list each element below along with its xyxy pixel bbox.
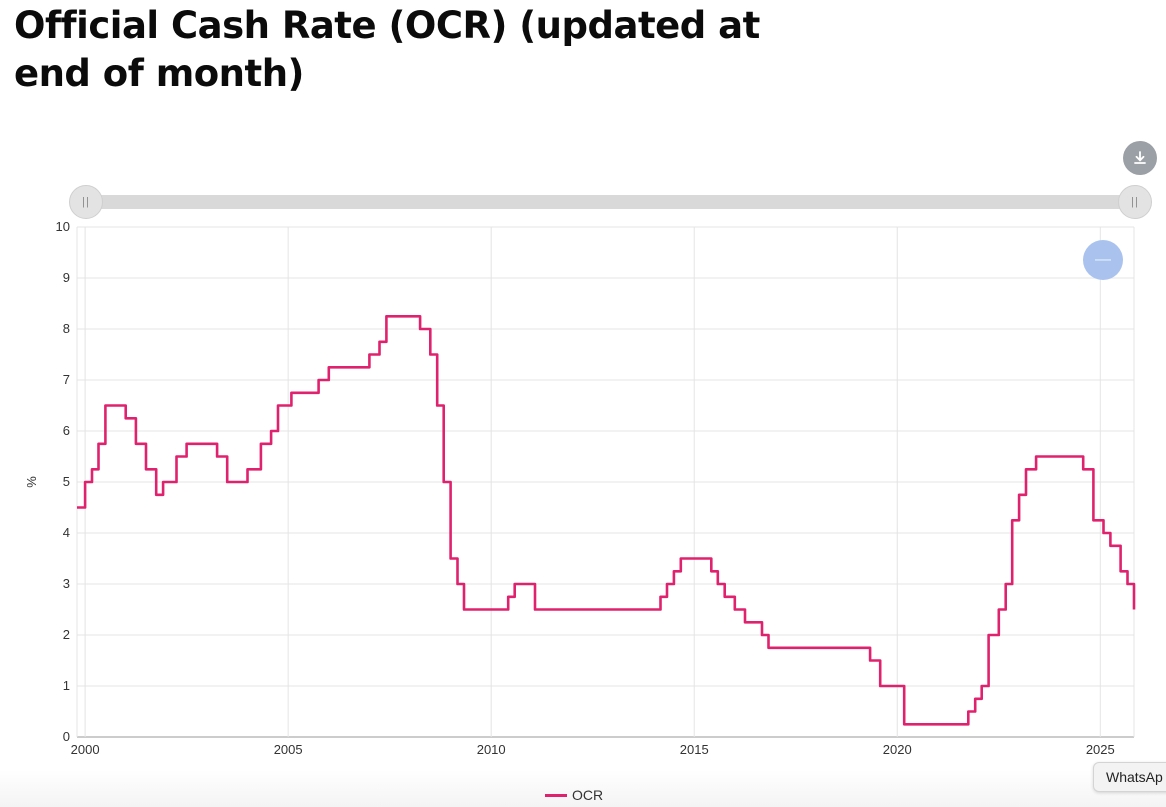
legend-label-ocr: OCR bbox=[572, 787, 604, 803]
series-line-ocr[interactable] bbox=[77, 315, 1136, 726]
x-tick-label: 2020 bbox=[883, 742, 912, 757]
bottom-bar bbox=[0, 770, 1166, 807]
download-button[interactable] bbox=[1123, 141, 1157, 175]
x-tick-label: 2005 bbox=[274, 742, 303, 757]
x-axis-ticks: 2000 2005 2010 2015 2020 2025 bbox=[71, 742, 1115, 757]
grip-icon: || bbox=[1131, 196, 1139, 208]
x-tick-label: 2010 bbox=[477, 742, 506, 757]
download-icon bbox=[1134, 151, 1146, 164]
y-tick-label: 0 bbox=[63, 729, 70, 744]
y-tick-label: 2 bbox=[63, 627, 70, 642]
y-tick-label: 4 bbox=[63, 525, 70, 540]
x-tick-label: 2015 bbox=[680, 742, 709, 757]
x-tick-label: 2025 bbox=[1086, 742, 1115, 757]
y-tick-label: 10 bbox=[56, 219, 70, 234]
whatsapp-tooltip: WhatsAp bbox=[1093, 762, 1166, 792]
x-tick-label: 2000 bbox=[71, 742, 100, 757]
chart-grid bbox=[76, 226, 1135, 738]
y-tick-label: 1 bbox=[63, 678, 70, 693]
legend-swatch bbox=[545, 793, 567, 797]
minus-icon: — bbox=[1095, 251, 1111, 268]
y-axis-ticks: 0 1 2 3 4 5 6 7 8 9 10 bbox=[56, 219, 70, 744]
y-tick-label: 9 bbox=[63, 270, 70, 285]
grip-icon: || bbox=[82, 196, 90, 208]
range-slider-left-handle[interactable]: || bbox=[69, 185, 103, 219]
range-slider-right-handle[interactable]: || bbox=[1118, 185, 1152, 219]
chart-series bbox=[77, 315, 1136, 726]
page-title: Official Cash Rate (OCR) (updated at end… bbox=[14, 4, 760, 95]
y-tick-label: 5 bbox=[63, 474, 70, 489]
y-tick-label: 7 bbox=[63, 372, 70, 387]
range-slider-track[interactable] bbox=[86, 195, 1134, 209]
chart-legend[interactable]: OCR bbox=[545, 787, 603, 803]
y-tick-label: 6 bbox=[63, 423, 70, 438]
y-tick-label: 8 bbox=[63, 321, 70, 336]
zoom-reset-button[interactable]: — bbox=[1083, 240, 1123, 280]
y-axis-label: % bbox=[24, 476, 39, 488]
y-tick-label: 3 bbox=[63, 576, 70, 591]
